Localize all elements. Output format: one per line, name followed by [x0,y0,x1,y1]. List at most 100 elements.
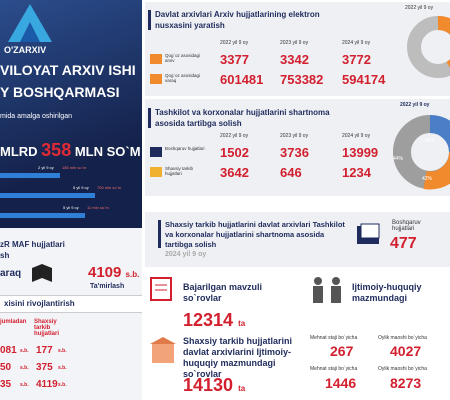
year-header: 2022 yil 9 oy [220,133,249,139]
value: 4027 [390,343,422,359]
total-prefix: MLRD [0,144,38,159]
dev-col: jumladan [0,319,27,325]
dev-col: Shaxsiy tarkib hujjatlari [34,319,60,337]
col-header: Mehnat staji bo`yicha [310,366,358,372]
donut [407,15,450,78]
title: VILOYAT ARXIV ISHI [0,62,136,78]
logo-icon [8,4,52,42]
dev-unit: s.b. [58,348,67,354]
dev-unit: s.b. [20,348,29,354]
year-header: 2023 yil 9 oy [280,133,309,139]
bar-value: 700 mln so`m [97,185,122,190]
maf-caption: Ta'mirlash [90,283,125,290]
dev-value: 4119 [36,379,58,390]
dev-unit: s.b. [20,365,29,371]
value: 3736 [280,145,309,160]
value: 14130 [183,375,234,395]
value: 1234 [342,165,371,180]
maf-value: 4109 s.b. [88,264,139,281]
unit: ta [238,319,246,328]
subtitle: mida amalga oshirilgan [0,113,72,120]
maf-title: zR MAF hujjatlari [0,240,65,249]
bar-label: 5 yil 9 oy [63,205,79,210]
book-icon [32,264,52,282]
section-title: Shaxsiy tarkib hujjatlarini davlat arxiv… [165,220,345,249]
value: 646 [280,165,302,180]
row-label: Shaxsiy tarkib hujjatlari [165,166,194,176]
period: 2024 yil 9 oy [165,251,207,258]
dev-value: 177 [36,345,53,356]
bar-value: 11 mln so`m [87,205,109,210]
total: MLRD 358 MLN SO`M [0,140,141,161]
requests-title: Bajarilgan mavzuli so`rovlar [183,282,263,303]
value: 3642 [220,165,249,180]
row-icon [150,54,162,64]
value: 594174 [342,72,386,87]
doc-icon [357,223,380,244]
donut-label: 42% [422,176,433,182]
bar [0,173,60,178]
col-header: Mehnat staji bo`yicha [310,335,358,341]
dev-value: 081 [0,345,17,356]
requests-value: 12314 ta [183,310,245,331]
total-suffix: MLN SO`M [74,144,141,159]
logo-text: O'ZARXIV [4,45,47,55]
maf-left: araq [0,268,22,279]
year-header: 2024 yil 9 oy [342,40,371,46]
dev-unit: s.b. [20,382,29,388]
unit: ta [238,384,246,393]
digitize-panel [145,2,450,96]
bar-label: 5 yil 9 oy [73,185,89,190]
accent [148,10,151,30]
value: 1446 [325,375,357,391]
dev-unit: s.b. [58,365,67,371]
legend: 2022 yil 9 oy [400,102,430,108]
value: 601481 [220,72,264,87]
request-icon [150,277,172,301]
bar-label: 2 yil 9 oy [38,165,54,170]
row-label: Qog`oz asosidagi varaq [165,73,201,83]
left-lower [0,228,142,400]
dev-title: xisini rivojlantirish [4,299,75,308]
value: 12314 [183,310,234,330]
social2-title: Shaxsiy tarkib hujjatlarini davlat arxiv… [183,336,293,379]
dev-value: 35 [0,379,12,390]
section-title: Tashkilot va korxonalar hujjatlarini sha… [155,108,330,128]
year-header: 2023 yil 9 oy [280,40,309,46]
value: 3377 [220,52,249,67]
row-label: Boshqaruv hujjatlari [165,146,205,151]
value: 753382 [280,72,324,87]
row-icon [150,74,162,84]
value: 3342 [280,52,309,67]
value: 477 [390,235,417,252]
value: 267 [330,343,354,359]
bar [0,193,95,198]
maf-subtitle: sh [0,251,10,260]
value: 8273 [390,375,422,391]
bar-value: 185 mln so`m [62,165,87,170]
value: 13999 [342,145,379,160]
col-header: Oylik maoshi bo`yicha [378,335,427,341]
dev-value: 50 [0,362,12,373]
col-header: Oylik maoshi bo`yicha [378,366,427,372]
donut-label: 34% [424,138,435,144]
social2-value: 14130 ta [183,375,245,396]
family-icon [313,277,341,303]
donut [393,115,450,190]
bar [0,213,85,218]
social-title: Ijtimoiy-huquqiy mazmundagi [352,282,422,303]
year-header: 2022 yil 9 oy [220,40,249,46]
dev-band [0,295,142,313]
row-icon [150,167,162,177]
value: 4109 [88,264,122,281]
value: 3772 [342,52,371,67]
accent [148,108,151,128]
dev-unit: s.b. [58,382,67,388]
accent [158,220,161,248]
year-header: 2024 yil 9 oy [342,133,371,139]
personal-panel [145,212,450,267]
legend: 2022 yil 9 oy [405,5,434,11]
label: Boshqaruv hujjatlari [392,220,421,232]
building-icon [150,337,176,363]
